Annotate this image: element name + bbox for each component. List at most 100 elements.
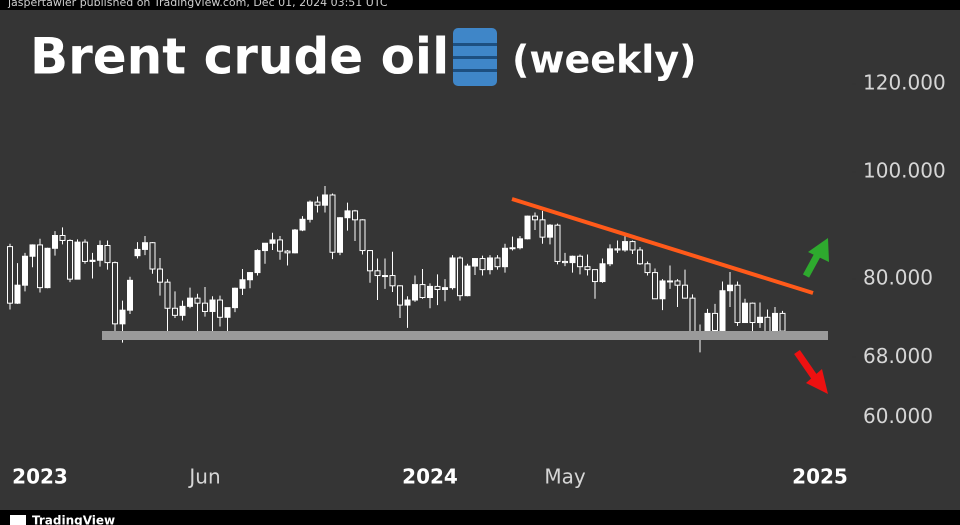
candle-body (689, 297, 696, 337)
candle (667, 265, 673, 289)
candle (652, 268, 658, 300)
candle (554, 223, 561, 265)
candle (367, 249, 373, 283)
candle (224, 307, 231, 332)
candle-body (389, 275, 396, 287)
candle (269, 232, 276, 250)
candle-body (539, 219, 546, 238)
candle-body (734, 284, 741, 324)
candle (502, 243, 508, 273)
candle-body (434, 285, 441, 290)
candle (67, 239, 73, 283)
candle (299, 216, 306, 232)
y-tick-label: 60.000 (863, 404, 933, 428)
candle-body (157, 268, 163, 283)
candle (719, 281, 726, 332)
candle-body (367, 250, 373, 272)
publish-info: jaspertawler published on TradingView.co… (7, 0, 388, 9)
candle (277, 236, 283, 260)
candle-body (532, 215, 538, 221)
candle-body (652, 272, 658, 300)
candle-body (547, 224, 553, 238)
candle-body (479, 258, 486, 271)
candle-body (224, 307, 231, 318)
y-tick-label: 100.000 (863, 158, 946, 182)
candle-body (382, 275, 388, 278)
candle (247, 271, 253, 289)
candle (509, 236, 516, 251)
up-arrow (802, 238, 829, 278)
y-tick-label: 120.000 (863, 71, 946, 95)
candle-body (674, 280, 681, 286)
down-arrow (794, 350, 828, 394)
candle (254, 249, 261, 276)
candle-body (329, 194, 336, 253)
candle (659, 279, 666, 311)
candle (29, 244, 36, 268)
candle-body (374, 270, 381, 277)
candle (517, 236, 523, 250)
candle-body (134, 248, 141, 257)
candle (7, 243, 13, 310)
candle-body (622, 241, 628, 251)
candle-body (104, 244, 111, 264)
candle-body (277, 239, 283, 252)
candle (59, 227, 66, 245)
candle-body (727, 284, 733, 292)
candle-body (614, 248, 621, 251)
candle-body (172, 307, 178, 316)
candle-body (584, 266, 591, 271)
candle-body (97, 244, 103, 261)
candle-body (524, 215, 531, 240)
candle-body (89, 259, 96, 262)
x-tick-label: May (544, 465, 586, 489)
candle-body (404, 299, 411, 306)
candle (172, 291, 178, 318)
support-band (102, 331, 828, 340)
candle (179, 300, 186, 321)
candle-body (607, 248, 613, 265)
candle (742, 298, 748, 324)
arrow-shaft (802, 252, 822, 278)
candle (464, 263, 471, 297)
candle-body (187, 297, 193, 307)
x-tick-label: 2023 (12, 465, 68, 489)
candle (284, 249, 291, 266)
candle-body (667, 280, 673, 283)
candle (584, 254, 591, 276)
candle-body (82, 241, 88, 262)
candle-body (14, 284, 21, 304)
candle (532, 212, 538, 231)
candle (142, 236, 148, 256)
candle-body (509, 247, 516, 250)
candle-body (719, 290, 726, 331)
candle (329, 193, 336, 260)
candle (644, 261, 651, 276)
candle-body (569, 255, 576, 264)
candle (569, 255, 576, 273)
candle-body (262, 242, 268, 252)
x-tick-label: Jun (187, 465, 220, 489)
candle (262, 242, 268, 264)
candle-body (464, 265, 471, 297)
candle (112, 261, 118, 334)
candle (404, 296, 411, 328)
candle (614, 240, 621, 253)
candle-body (22, 255, 28, 286)
candle (419, 269, 426, 299)
candle-body (427, 285, 433, 299)
candle-body (682, 284, 688, 299)
candle-body (217, 299, 223, 318)
candle-body (307, 201, 313, 220)
candle (89, 252, 96, 279)
candle (127, 276, 133, 315)
barrel-ring (453, 43, 497, 46)
candle-body (67, 239, 73, 280)
y-tick-label: 80.000 (863, 266, 933, 290)
candle (734, 281, 741, 326)
candle (359, 219, 366, 255)
candle (157, 257, 163, 296)
candle-body (472, 258, 478, 267)
candle-body (359, 219, 366, 252)
footer-brand: TradingView (32, 514, 115, 525)
